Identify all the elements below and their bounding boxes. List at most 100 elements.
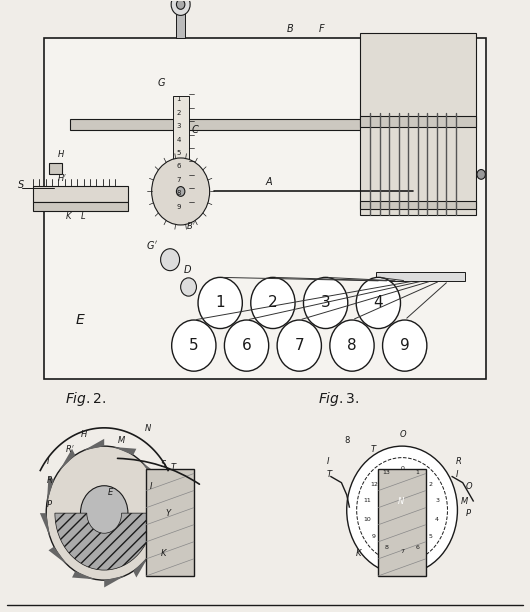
Text: 6: 6	[176, 163, 181, 170]
Text: $O$: $O$	[465, 480, 474, 491]
Text: 3: 3	[176, 123, 181, 129]
Polygon shape	[104, 576, 125, 588]
Text: $A$: $A$	[265, 174, 273, 187]
Text: 2: 2	[268, 296, 278, 310]
Text: $P$: $P$	[465, 507, 472, 518]
Circle shape	[251, 277, 295, 329]
Bar	[43, 38, 487, 379]
Text: $T$: $T$	[325, 468, 333, 479]
Text: $F$: $F$	[317, 22, 325, 34]
Text: 5: 5	[176, 150, 181, 156]
Bar	[33, 202, 128, 211]
Text: $S$: $S$	[160, 458, 166, 469]
Text: $H$: $H$	[57, 148, 65, 159]
Circle shape	[46, 446, 162, 580]
Bar	[376, 272, 465, 281]
Bar	[360, 201, 476, 209]
Text: $I$: $I$	[46, 455, 50, 466]
Bar	[49, 163, 62, 174]
Circle shape	[81, 486, 128, 540]
Text: 8: 8	[347, 338, 357, 353]
Text: 2: 2	[428, 482, 432, 487]
Text: 7: 7	[400, 549, 404, 554]
Text: $T$: $T$	[170, 461, 178, 472]
Text: $B'$: $B'$	[186, 220, 196, 231]
Text: $G'$: $G'$	[146, 239, 158, 252]
Bar	[360, 32, 476, 215]
Text: 2: 2	[176, 110, 181, 116]
Polygon shape	[83, 439, 104, 450]
Bar	[33, 187, 128, 202]
Text: $M$: $M$	[460, 495, 469, 506]
Bar	[176, 10, 185, 38]
Text: 8: 8	[176, 190, 181, 196]
Text: 5: 5	[428, 534, 432, 539]
Text: 9: 9	[372, 534, 376, 539]
Circle shape	[224, 320, 269, 371]
Text: 7: 7	[176, 177, 181, 183]
Polygon shape	[140, 461, 160, 480]
Text: $K$: $K$	[355, 547, 363, 558]
Circle shape	[391, 497, 414, 523]
Text: $I$: $I$	[455, 468, 459, 479]
Bar	[360, 116, 476, 127]
Text: $I$: $I$	[325, 455, 330, 466]
Text: $N$: $N$	[397, 495, 405, 506]
Circle shape	[198, 277, 242, 329]
Text: $S$: $S$	[17, 178, 25, 190]
Circle shape	[304, 277, 348, 329]
Text: 3: 3	[435, 498, 439, 503]
Text: 4: 4	[176, 136, 181, 143]
Text: 6: 6	[242, 338, 251, 353]
Text: $R$: $R$	[46, 474, 53, 485]
Text: $8$: $8$	[344, 434, 351, 445]
Polygon shape	[59, 449, 75, 471]
Text: 3: 3	[321, 296, 331, 310]
Polygon shape	[158, 489, 169, 513]
Text: $B$: $B$	[286, 22, 294, 34]
Circle shape	[181, 278, 197, 296]
Circle shape	[152, 158, 210, 225]
Text: $K$: $K$	[65, 210, 73, 221]
Text: 1: 1	[215, 296, 225, 310]
Polygon shape	[154, 524, 162, 550]
Text: 9: 9	[176, 204, 181, 209]
Text: 5: 5	[189, 338, 199, 353]
Text: 13: 13	[383, 470, 391, 475]
Text: $N$: $N$	[144, 422, 152, 433]
Text: 11: 11	[363, 498, 371, 503]
Text: $P$: $P$	[46, 498, 53, 509]
Text: 1: 1	[176, 96, 181, 102]
Circle shape	[347, 446, 457, 574]
Circle shape	[330, 320, 374, 371]
Text: 4: 4	[374, 296, 383, 310]
Text: $\mathit{Fig.3.}$: $\mathit{Fig.3.}$	[317, 390, 359, 408]
Bar	[378, 469, 426, 576]
Text: $E$: $E$	[107, 486, 114, 497]
Text: $C$: $C$	[191, 124, 200, 135]
Circle shape	[277, 320, 321, 371]
Polygon shape	[113, 447, 136, 455]
Text: 0: 0	[400, 466, 404, 471]
Circle shape	[171, 0, 190, 15]
Text: $H$: $H$	[81, 428, 89, 439]
Bar	[173, 96, 189, 215]
Text: $I$: $I$	[149, 480, 153, 491]
Text: $T$: $T$	[370, 443, 378, 454]
Circle shape	[383, 320, 427, 371]
Circle shape	[397, 504, 408, 516]
Text: 12: 12	[370, 482, 378, 487]
Text: 1: 1	[416, 470, 420, 475]
Circle shape	[172, 320, 216, 371]
Polygon shape	[40, 513, 50, 537]
Polygon shape	[48, 547, 68, 565]
Text: 4: 4	[435, 517, 439, 522]
Bar	[70, 119, 439, 130]
Circle shape	[161, 248, 180, 271]
Bar	[146, 469, 194, 576]
Text: $O$: $O$	[400, 428, 408, 439]
Wedge shape	[55, 513, 154, 570]
Circle shape	[176, 187, 185, 196]
Text: 7: 7	[295, 338, 304, 353]
Text: $\mathit{Fig.2.}$: $\mathit{Fig.2.}$	[65, 390, 106, 408]
